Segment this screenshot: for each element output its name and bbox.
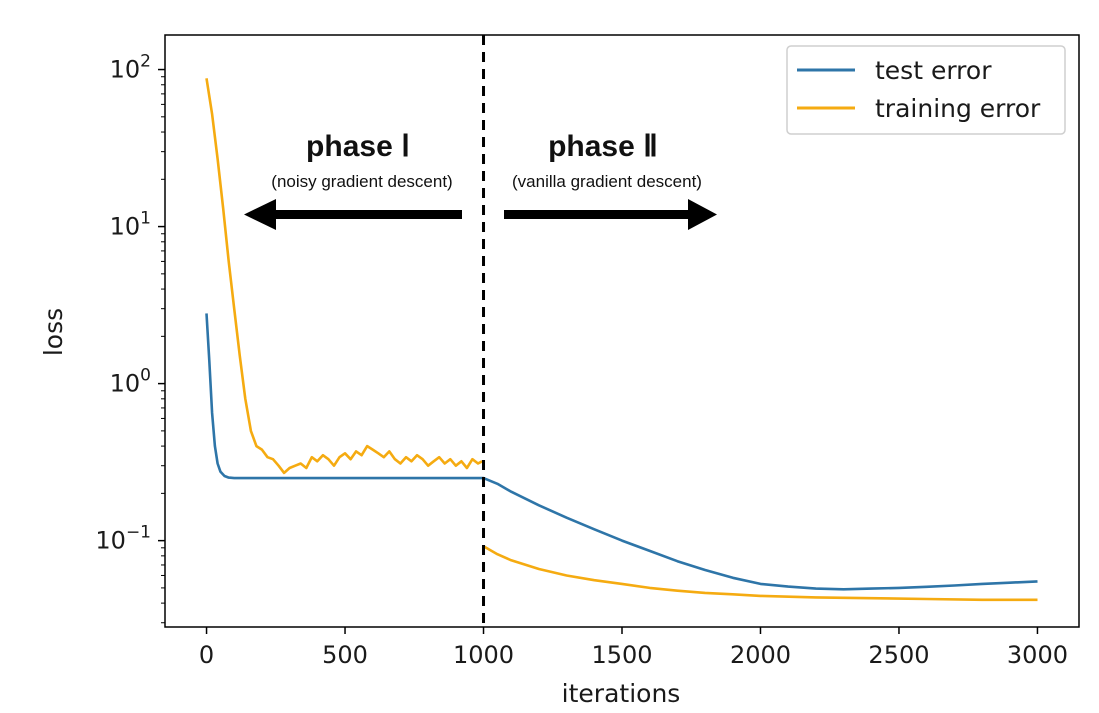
phase2-arrow <box>504 199 717 230</box>
series-line-test-error <box>205 313 1038 591</box>
series-layer <box>205 78 1038 602</box>
y-tick-label: 102 <box>110 52 151 84</box>
x-tick-label: 500 <box>322 641 368 669</box>
x-tick-label: 3000 <box>1007 641 1068 669</box>
x-axis-title: iterations <box>562 679 681 708</box>
legend-label-training-error: training error <box>875 94 1041 123</box>
phase2-subtitle: (vanilla gradient descent) <box>512 172 702 191</box>
legend-label-test-error: test error <box>875 56 992 85</box>
phase1-arrow <box>244 199 462 230</box>
x-tick-label: 1000 <box>453 641 514 669</box>
series-line-training-error <box>205 78 1038 602</box>
x-tick-label: 2500 <box>868 641 929 669</box>
phase1-title: phase Ⅰ <box>306 130 410 163</box>
y-tick-label: 100 <box>110 366 151 398</box>
axes-layer: 0 500 1000 1500 2000 2500 3000 102 101 100 10−1 <box>95 34 1080 669</box>
legend: test error training error <box>786 45 1066 135</box>
x-tick-label: 0 <box>199 641 214 669</box>
y-tick-label: 101 <box>110 209 151 241</box>
x-tick-label: 1500 <box>591 641 652 669</box>
y-tick-label: 10−1 <box>95 523 151 555</box>
y-axis-title: loss <box>39 308 68 356</box>
legend-box <box>786 45 1066 135</box>
phase2-title: phase Ⅱ <box>548 130 658 163</box>
phase1-subtitle: (noisy gradient descent) <box>271 172 452 191</box>
x-tick-label: 2000 <box>730 641 791 669</box>
